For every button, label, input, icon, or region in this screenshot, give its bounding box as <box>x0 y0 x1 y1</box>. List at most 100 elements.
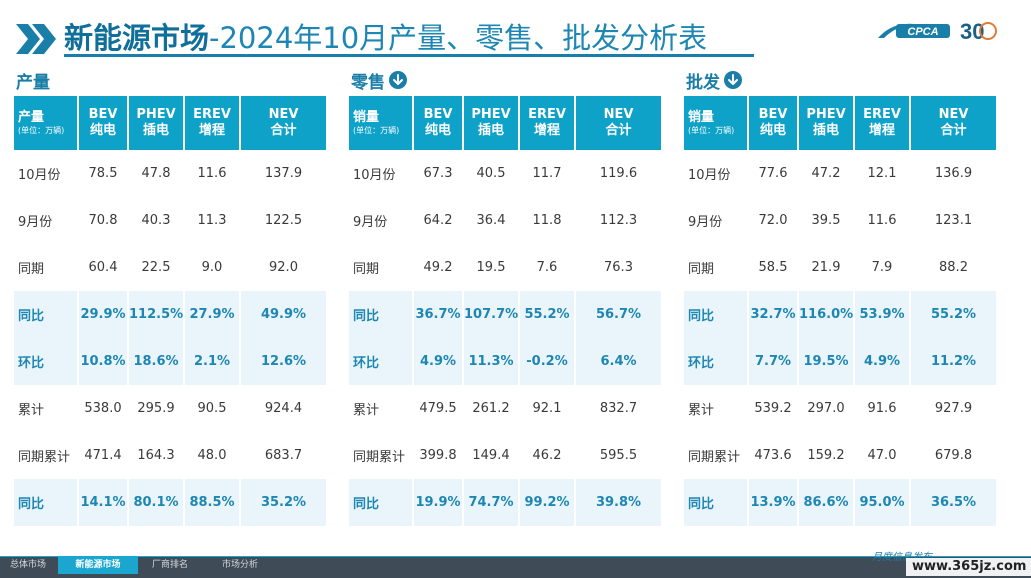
row-label: 环比 <box>684 338 749 385</box>
table-row: 9月份 70.8 40.3 11.3 122.5 <box>14 197 326 244</box>
row-label: 同期 <box>14 244 79 291</box>
logo-text: CPCA <box>907 26 938 38</box>
table-row: 同期 49.2 19.5 7.6 76.3 <box>349 244 661 291</box>
table-cell: 11.3 <box>184 197 241 244</box>
page-title: 新能源市场-2024年10月产量、零售、批发分析表 <box>64 18 707 58</box>
table-cell: 12.6% <box>240 338 326 385</box>
table-cell: 47.2 <box>798 150 855 197</box>
row-label: 10月份 <box>349 150 414 197</box>
row-label: 同比 <box>684 291 749 338</box>
table-cell: 46.2 <box>519 432 576 479</box>
table-cell: 88.2 <box>910 244 996 291</box>
footer-bar <box>0 556 1031 578</box>
header-cell: 销量 (单位：万辆) <box>349 96 414 150</box>
header-cell: PHEV 插电 <box>463 96 520 150</box>
panel-title: 批发 <box>686 68 742 93</box>
table-cell: 29.9% <box>78 291 129 338</box>
table-cell: 679.8 <box>910 432 996 479</box>
table-cell: 112.5% <box>128 291 185 338</box>
table-cell: 149.4 <box>463 432 520 479</box>
row-label: 环比 <box>14 338 79 385</box>
table-cell: 19.5 <box>463 244 520 291</box>
table-cell: 399.8 <box>413 432 464 479</box>
table-cell: 116.0% <box>798 291 855 338</box>
table-cell: 927.9 <box>910 385 996 432</box>
header-cell: PHEV 插电 <box>798 96 855 150</box>
chevron-right-icon <box>16 24 56 54</box>
table-cell: 49.9% <box>240 291 326 338</box>
header-cell: EREV 增程 <box>519 96 576 150</box>
table-row: 累计 538.0 295.9 90.5 924.4 <box>14 385 326 432</box>
table-cell: 77.6 <box>748 150 799 197</box>
table-cell: 36.4 <box>463 197 520 244</box>
table-cell: 67.3 <box>413 150 464 197</box>
header-cell: EREV 增程 <box>854 96 911 150</box>
table-cell: 91.6 <box>854 385 911 432</box>
table-cell: 683.7 <box>240 432 326 479</box>
table-cell: 479.5 <box>413 385 464 432</box>
table-cell: 11.7 <box>519 150 576 197</box>
table-cell: 78.5 <box>78 150 129 197</box>
table-cell: 53.9% <box>854 291 911 338</box>
table-cell: 90.5 <box>184 385 241 432</box>
table-cell: 14.1% <box>78 479 129 526</box>
table-cell: 538.0 <box>78 385 129 432</box>
table-cell: 47.8 <box>128 150 185 197</box>
table-cell: 64.2 <box>413 197 464 244</box>
table-cell: 471.4 <box>78 432 129 479</box>
table-cell: 11.6 <box>184 150 241 197</box>
row-label: 9月份 <box>349 197 414 244</box>
title-underline <box>64 54 754 57</box>
footer-tab-market-analysis[interactable]: 市场分析 <box>221 560 258 570</box>
panel-title-text: 产量 <box>16 72 50 93</box>
row-label: 同比 <box>14 479 79 526</box>
table-row: 环比 4.9% 11.3% -0.2% 6.4% <box>349 338 661 385</box>
table-row: 同比 32.7% 116.0% 53.9% 55.2% <box>684 291 996 338</box>
table-cell: 539.2 <box>748 385 799 432</box>
header-cell: BEV 纯电 <box>748 96 799 150</box>
anniversary-badge: 30 <box>960 19 997 44</box>
table-cell: 18.6% <box>128 338 185 385</box>
table-row: 同比 14.1% 80.1% 88.5% 35.2% <box>14 479 326 526</box>
table-cell: 55.2% <box>910 291 996 338</box>
row-label: 累计 <box>349 385 414 432</box>
table-cell: 86.6% <box>798 479 855 526</box>
table-row: 环比 10.8% 18.6% 2.1% 12.6% <box>14 338 326 385</box>
footer-tab-oem-ranking[interactable]: 厂商排名 <box>151 560 188 570</box>
table-row: 环比 7.7% 19.5% 4.9% 11.2% <box>684 338 996 385</box>
table-cell: 136.9 <box>910 150 996 197</box>
table-cell: 295.9 <box>128 385 185 432</box>
row-label: 9月份 <box>684 197 749 244</box>
table-cell: 32.7% <box>748 291 799 338</box>
row-label: 10月份 <box>684 150 749 197</box>
table-cell: 9.0 <box>184 244 241 291</box>
panel-title-text: 零售 <box>351 72 385 93</box>
table-cell: 27.9% <box>184 291 241 338</box>
data-table: 销量 (单位：万辆) BEV 纯电 PHEV 插电 EREV 增程 NEV 合计 10月份… <box>684 96 996 526</box>
row-label: 同期 <box>684 244 749 291</box>
panel-title: 产量 <box>16 68 50 93</box>
table-cell: 47.0 <box>854 432 911 479</box>
table-cell: 6.4% <box>575 338 661 385</box>
table-cell: 74.7% <box>463 479 520 526</box>
row-label: 累计 <box>684 385 749 432</box>
table-row: 10月份 78.5 47.8 11.6 137.9 <box>14 150 326 197</box>
table-row: 同期累计 471.4 164.3 48.0 683.7 <box>14 432 326 479</box>
footer-tab-nev[interactable]: 新能源市场 <box>58 557 138 574</box>
footer-divider <box>0 556 1031 557</box>
table-cell: 12.1 <box>854 150 911 197</box>
table-header-row: 销量 (单位：万辆) BEV 纯电 PHEV 插电 EREV 增程 NEV 合计 <box>349 96 661 150</box>
footer-tab-overall[interactable]: 总体市场 <box>9 560 46 570</box>
header-cell: EREV 增程 <box>184 96 241 150</box>
table-row: 9月份 64.2 36.4 11.8 112.3 <box>349 197 661 244</box>
table-row: 同比 13.9% 86.6% 95.0% 36.5% <box>684 479 996 526</box>
table-row: 同比 29.9% 112.5% 27.9% 49.9% <box>14 291 326 338</box>
table-cell: 7.7% <box>748 338 799 385</box>
table-cell: 164.3 <box>128 432 185 479</box>
header-cell: NEV 合计 <box>910 96 996 150</box>
table-cell: 112.3 <box>575 197 661 244</box>
table-cell: 924.4 <box>240 385 326 432</box>
table-row: 累计 479.5 261.2 92.1 832.7 <box>349 385 661 432</box>
table-cell: 2.1% <box>184 338 241 385</box>
table-cell: 19.5% <box>798 338 855 385</box>
